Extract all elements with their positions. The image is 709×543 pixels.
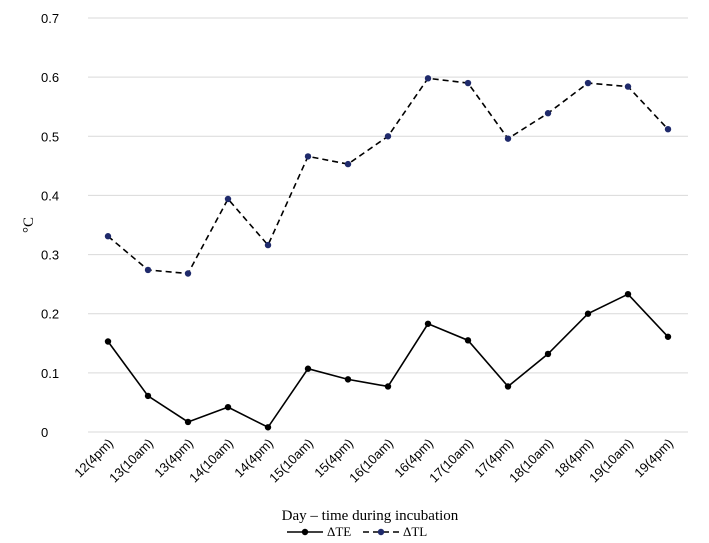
- data-point: [584, 79, 592, 87]
- data-point: [664, 125, 672, 133]
- legend-label: ΔTE: [327, 524, 351, 539]
- data-point: [104, 338, 112, 345]
- data-point: [184, 418, 192, 426]
- y-axis-title: °C: [21, 217, 37, 233]
- x-tick-label: 19(4pm): [631, 436, 676, 481]
- data-point: [624, 290, 632, 298]
- legend: ΔTE ΔTL: [287, 524, 427, 539]
- y-tick-label: 0.7: [41, 11, 59, 26]
- series-layer: [104, 75, 672, 431]
- data-point: [624, 83, 632, 90]
- data-point: [144, 392, 152, 400]
- legend-marker: [301, 528, 309, 536]
- y-axis-ticks: 0 0.1 0.2 0.3 0.4 0.5 0.6 0.7: [41, 11, 59, 440]
- series-line: [107, 77, 669, 275]
- data-point: [184, 270, 192, 277]
- y-tick-label: 0.1: [41, 366, 59, 381]
- x-tick-label: 13(10am): [106, 436, 156, 486]
- x-tick-label: 15(10am): [266, 436, 316, 486]
- data-point: [144, 266, 152, 274]
- x-axis-ticks: 12(4pm)13(10am)13(4pm)14(10am)14(4pm)15(…: [71, 436, 676, 486]
- data-point: [384, 133, 392, 140]
- data-point: [544, 110, 552, 117]
- data-point: [344, 160, 352, 168]
- gridlines: [88, 17, 688, 374]
- data-point: [264, 241, 272, 249]
- data-point: [664, 333, 672, 340]
- x-tick-label: 16(10am): [346, 436, 396, 486]
- data-point: [584, 310, 592, 317]
- y-tick-label: 0.6: [41, 70, 59, 85]
- x-tick-label: 19(10am): [586, 436, 636, 486]
- data-point: [504, 135, 512, 142]
- y-tick-label: 0.5: [41, 129, 59, 144]
- y-tick-label: 0.2: [41, 307, 59, 322]
- data-point: [304, 153, 312, 160]
- data-point: [104, 233, 112, 240]
- y-tick-label: 0: [41, 425, 48, 440]
- x-tick-label: 18(10am): [506, 436, 556, 486]
- y-tick-label: 0.4: [41, 188, 59, 203]
- data-point: [264, 424, 272, 431]
- data-point: [464, 337, 472, 344]
- x-tick-label: 17(10am): [426, 436, 476, 486]
- data-point: [424, 320, 432, 327]
- data-point: [304, 365, 312, 372]
- data-point: [384, 383, 392, 390]
- y-tick-label: 0.3: [41, 248, 59, 263]
- data-point: [224, 195, 232, 203]
- data-point: [344, 376, 352, 383]
- data-point: [544, 350, 552, 358]
- data-point: [224, 403, 232, 411]
- legend-label: ΔTL: [403, 524, 427, 539]
- legend-marker: [377, 528, 385, 536]
- x-axis-title: Day – time during incubation: [282, 508, 459, 524]
- data-point: [464, 79, 472, 87]
- data-point: [504, 383, 512, 390]
- x-tick-label: 14(10am): [186, 436, 236, 486]
- data-point: [424, 75, 432, 82]
